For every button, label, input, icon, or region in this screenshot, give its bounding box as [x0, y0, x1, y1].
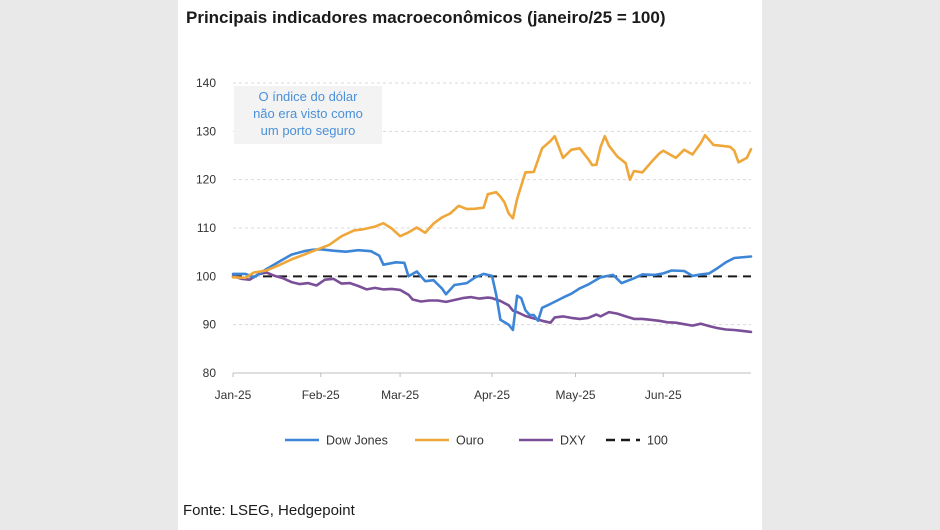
- line-chart: 80 90 100 110 120 130 140 Jan-25 Feb-25 Mar-25 Ap…: [196, 76, 753, 448]
- legend-label-dow-jones: Dow Jones: [326, 434, 388, 448]
- y-tick-label: 120: [196, 173, 216, 187]
- legend-label-ouro: Ouro: [456, 434, 484, 448]
- chart-title: Principais indicadores macroeconômicos (…: [186, 8, 666, 27]
- y-tick-label: 130: [196, 124, 216, 138]
- legend-label-dxy: DXY: [560, 434, 586, 448]
- annotation-text: um porto seguro: [261, 123, 356, 138]
- chart-panel: Principais indicadores macroeconômicos (…: [178, 0, 762, 530]
- y-tick-label: 140: [196, 76, 216, 90]
- annotation-text: não era visto como: [253, 106, 363, 121]
- y-tick-label: 110: [197, 221, 216, 235]
- y-tick-label: 80: [203, 366, 217, 380]
- source-note: Fonte: LSEG, Hedgepoint: [183, 502, 355, 519]
- series-line-dow-jones: [231, 248, 753, 332]
- annotation-box: O índice do dólar não era visto como um po…: [234, 86, 382, 144]
- legend: Dow Jones Ouro DXY 100: [285, 434, 668, 448]
- annotation-background: [234, 86, 382, 144]
- x-tick-label: Jun-25: [645, 388, 682, 402]
- x-tick-label: Apr-25: [474, 388, 510, 402]
- series-layer: [231, 133, 753, 334]
- legend-label-100: 100: [647, 434, 668, 448]
- x-tick-label: May-25: [556, 388, 596, 402]
- x-tick-label: Mar-25: [381, 388, 419, 402]
- y-tick-label: 90: [203, 318, 217, 332]
- series-line-ouro: [231, 133, 753, 280]
- annotation-text: O índice do dólar: [258, 89, 358, 104]
- y-tick-label: 100: [196, 269, 216, 283]
- y-axis-ticks: 80 90 100 110 120 130 140: [196, 76, 216, 380]
- x-tick-label: Feb-25: [302, 388, 340, 402]
- x-tick-label: Jan-25: [215, 388, 252, 402]
- x-axis: Jan-25 Feb-25 Mar-25 Apr-25 May-25 Jun-25: [215, 372, 751, 402]
